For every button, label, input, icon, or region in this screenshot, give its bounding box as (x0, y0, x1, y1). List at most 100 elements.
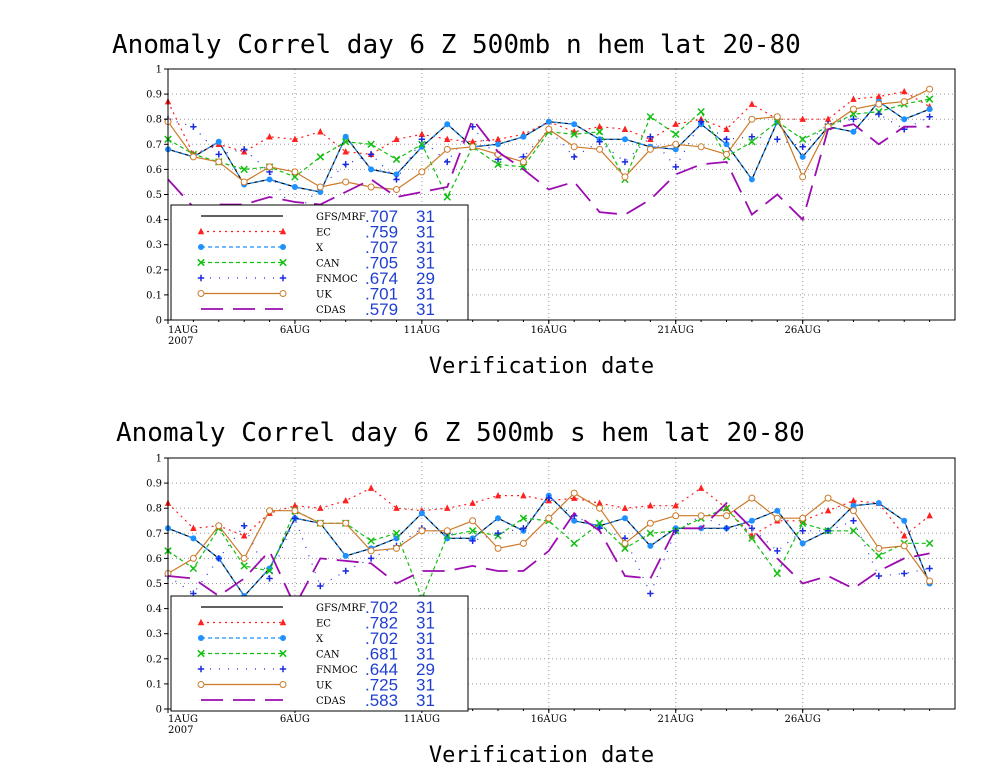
data-point (748, 133, 756, 140)
legend-count: 31 (416, 598, 435, 617)
data-point (672, 512, 680, 520)
data-point (266, 133, 273, 140)
data-point (215, 522, 223, 530)
data-point (570, 153, 578, 161)
y-tick-label: 0.3 (146, 240, 162, 251)
y-tick-label: 0 (156, 705, 162, 716)
legend-count: 31 (416, 614, 435, 633)
data-point (748, 115, 756, 123)
data-point (495, 141, 502, 148)
data-point (850, 128, 857, 135)
y-tick-label: 0.3 (146, 629, 162, 640)
data-point (647, 590, 654, 597)
data-point (926, 512, 933, 519)
legend-count: 29 (416, 269, 435, 288)
data-point (189, 554, 197, 562)
data-point (723, 141, 730, 148)
data-point (621, 173, 629, 181)
y-tick-label: 0.6 (146, 554, 162, 565)
legend-entry: CAN .705 31 (197, 254, 435, 273)
data-point (621, 539, 629, 547)
legend-count: 31 (416, 691, 435, 710)
data-point (444, 121, 451, 128)
y-tick-label: 0.7 (146, 529, 162, 540)
data-point (875, 572, 883, 580)
series-cdas (167, 117, 930, 222)
legend-entry: EC .782 31 (197, 614, 435, 633)
legend-marker (197, 681, 205, 688)
data-point (393, 504, 400, 511)
data-point (469, 138, 476, 145)
chart-title: Anomaly Correl day 6 Z 500mb n hem lat 2… (112, 30, 801, 60)
data-point (342, 148, 349, 155)
legend-marker (197, 274, 205, 282)
y-tick-label: 1 (156, 454, 162, 465)
data-point (646, 112, 655, 121)
data-point (748, 525, 756, 532)
x-tick-label: 26AUG (784, 714, 820, 725)
legend-entry: FNMOC .644 29 (197, 660, 435, 679)
legend-name: GFS/MRF (316, 212, 366, 223)
data-point (570, 130, 578, 138)
data-point (824, 494, 832, 502)
data-point (468, 527, 477, 535)
legend-box (170, 204, 469, 321)
legend-marker (279, 290, 287, 297)
data-point (799, 540, 806, 547)
data-point (316, 153, 325, 161)
legend-name: CAN (316, 650, 340, 661)
legend-score: .707 (365, 207, 398, 226)
y-tick-label: 0.4 (146, 604, 162, 615)
legend-score: .782 (365, 614, 398, 633)
data-point (647, 501, 654, 509)
legend-count: 31 (416, 285, 435, 304)
legend-name: EC (316, 228, 331, 239)
x-tick-label: 11AUG (404, 325, 440, 336)
legend-name: UK (316, 290, 332, 301)
data-point (849, 507, 857, 515)
data-point (774, 136, 781, 143)
data-point (494, 544, 502, 552)
data-point (646, 145, 654, 153)
data-point (367, 140, 375, 149)
legend-score: .583 (365, 691, 398, 710)
data-point (875, 544, 883, 552)
legend-entry: CDAS .583 31 (201, 691, 435, 710)
legend-entry: UK .725 31 (197, 676, 435, 695)
data-point (900, 98, 908, 106)
data-point (646, 519, 654, 527)
data-point (748, 534, 756, 543)
y-tick-label: 0 (156, 316, 162, 327)
legend-score: .702 (365, 629, 398, 648)
legend-score: .579 (365, 300, 398, 319)
data-point (621, 504, 629, 511)
data-point (494, 491, 502, 499)
data-point (341, 138, 350, 146)
data-point (240, 532, 248, 539)
legend-marker (197, 618, 205, 626)
data-point (545, 494, 553, 502)
legend-entry: GFS/MRF .702 31 (201, 598, 435, 617)
x-tick-label: 26AUG (784, 325, 820, 336)
data-point (849, 105, 857, 113)
x-tick-label: 1AUG (168, 325, 198, 336)
data-point (266, 575, 273, 582)
data-point (469, 499, 476, 506)
data-point (748, 138, 756, 146)
legend-marker (198, 244, 204, 250)
data-point (342, 552, 349, 559)
data-point (596, 138, 603, 145)
data-point (672, 120, 679, 127)
legend-score: .644 (365, 660, 398, 679)
y-tick-label: 0.4 (146, 215, 162, 226)
data-point (189, 153, 197, 161)
data-point (215, 158, 223, 166)
data-point (621, 136, 628, 143)
legend-score: .705 (365, 254, 398, 273)
legend-entry: UK .701 31 (197, 285, 435, 304)
data-point (215, 555, 222, 562)
legend-name: X (316, 634, 324, 645)
data-point (317, 128, 324, 135)
data-point (469, 517, 477, 525)
